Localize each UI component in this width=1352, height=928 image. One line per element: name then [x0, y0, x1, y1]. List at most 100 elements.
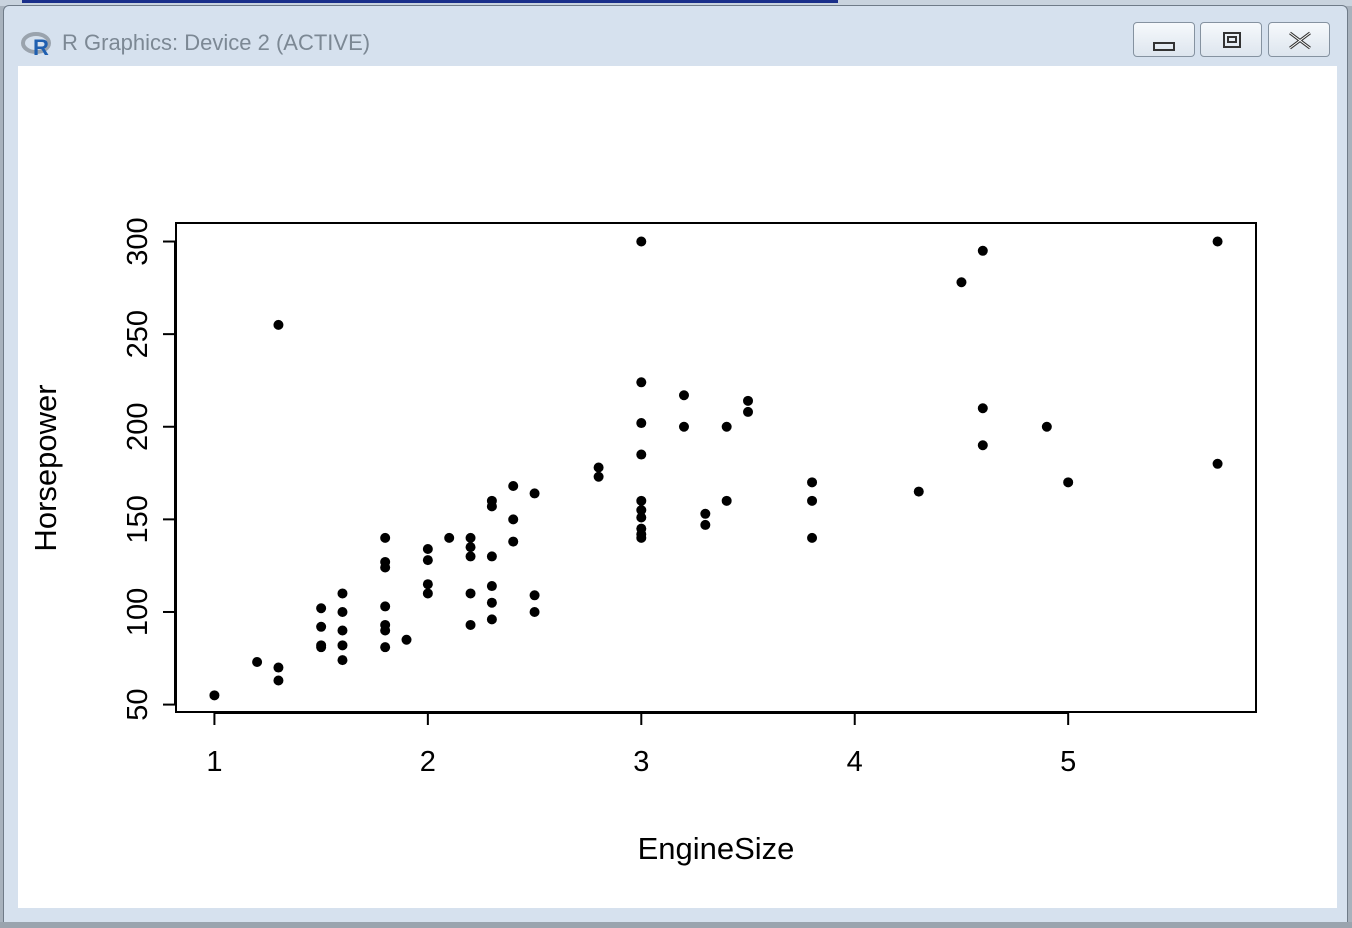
- data-point: [807, 495, 818, 506]
- data-point: [337, 588, 348, 599]
- data-point: [486, 614, 497, 625]
- title-bar[interactable]: R R Graphics: Device 2 (ACTIVE): [4, 6, 1347, 66]
- window-title: R Graphics: Device 2 (ACTIVE): [62, 30, 371, 55]
- data-point: [209, 690, 220, 701]
- svg-text:R: R: [33, 35, 49, 59]
- data-point: [743, 395, 754, 406]
- data-point: [337, 606, 348, 617]
- data-point: [743, 406, 754, 417]
- data-point: [1212, 236, 1223, 247]
- data-point: [807, 532, 818, 543]
- data-point: [678, 390, 689, 401]
- r-graphics-window: R R Graphics: Device 2 (ACTIVE) 1 2 3 4 5 50…: [3, 5, 1348, 923]
- data-point: [721, 495, 732, 506]
- data-point: [380, 642, 391, 653]
- data-point: [636, 532, 647, 543]
- data-point: [465, 551, 476, 562]
- data-point: [700, 519, 711, 530]
- background-link-underline: [22, 0, 838, 3]
- data-point: [316, 603, 327, 614]
- data-point: [913, 486, 924, 497]
- data-point: [316, 642, 327, 653]
- data-point: [636, 418, 647, 429]
- data-point: [807, 477, 818, 488]
- close-button[interactable]: [1268, 22, 1330, 57]
- x-tick-label: 5: [1060, 746, 1076, 778]
- minimize-button[interactable]: [1133, 22, 1195, 57]
- close-icon: [1289, 31, 1311, 50]
- data-point: [721, 421, 732, 432]
- data-point: [1063, 477, 1074, 488]
- data-point: [977, 440, 988, 451]
- r-logo-icon: R: [21, 32, 51, 59]
- data-point: [636, 377, 647, 388]
- x-tick-label: 3: [633, 746, 649, 778]
- data-points: [209, 236, 1223, 701]
- data-point: [316, 621, 327, 632]
- data-point: [401, 634, 412, 645]
- data-point: [444, 532, 455, 543]
- data-point: [508, 481, 519, 492]
- data-point: [337, 640, 348, 651]
- x-axis: 1 2 3 4 5: [206, 712, 1076, 778]
- data-point: [380, 532, 391, 543]
- data-point: [422, 579, 433, 590]
- data-point: [486, 501, 497, 512]
- restore-icon: [1223, 32, 1241, 48]
- data-point: [636, 495, 647, 506]
- data-point: [977, 245, 988, 256]
- y-tick-label: 100: [122, 588, 154, 636]
- x-tick-label: 4: [847, 746, 863, 778]
- data-point: [486, 581, 497, 592]
- y-tick-label: 150: [122, 495, 154, 543]
- data-point: [593, 462, 604, 473]
- data-point: [465, 619, 476, 630]
- data-point: [529, 590, 540, 601]
- data-point: [636, 512, 647, 523]
- data-point: [465, 588, 476, 599]
- data-point: [593, 471, 604, 482]
- data-point: [252, 656, 263, 667]
- data-point: [422, 544, 433, 554]
- data-point: [422, 555, 433, 566]
- data-point: [977, 403, 988, 414]
- y-tick-label: 200: [122, 403, 154, 451]
- y-axis: 50 100 150 200 250 300: [122, 217, 176, 721]
- data-point: [337, 625, 348, 636]
- x-tick-label: 1: [206, 746, 222, 778]
- data-point: [508, 536, 519, 547]
- data-point: [380, 601, 391, 612]
- x-axis-title: EngineSize: [638, 831, 795, 866]
- minimize-icon: [1153, 42, 1175, 51]
- data-point: [1212, 458, 1223, 469]
- data-point: [956, 277, 967, 288]
- y-tick-label: 250: [122, 310, 154, 358]
- data-point: [636, 449, 647, 460]
- data-point: [465, 532, 476, 543]
- data-point: [700, 508, 711, 519]
- data-point: [465, 542, 476, 553]
- data-point: [422, 588, 433, 599]
- plot-frame: [175, 222, 1257, 713]
- data-point: [337, 655, 348, 666]
- data-point: [636, 505, 647, 516]
- graphics-device-canvas[interactable]: 1 2 3 4 5 50 100 150 200 250 300 EngineSize Horse…: [18, 66, 1337, 908]
- desktop-background-strip: [0, 0, 1352, 6]
- data-point: [380, 562, 391, 573]
- y-tick-label: 50: [122, 688, 154, 720]
- data-point: [273, 675, 284, 686]
- maximize-button[interactable]: [1200, 22, 1262, 57]
- data-point: [1041, 421, 1052, 432]
- data-point: [486, 597, 497, 608]
- data-point: [508, 514, 519, 525]
- data-point: [636, 236, 647, 247]
- data-point: [380, 625, 391, 636]
- data-point: [273, 662, 284, 673]
- x-tick-label: 2: [420, 746, 436, 778]
- desktop-bottom-edge: [0, 922, 1352, 928]
- data-point: [273, 319, 284, 330]
- data-point: [529, 606, 540, 617]
- data-point: [678, 421, 689, 432]
- y-axis-title: Horsepower: [28, 384, 63, 551]
- data-point: [529, 488, 540, 499]
